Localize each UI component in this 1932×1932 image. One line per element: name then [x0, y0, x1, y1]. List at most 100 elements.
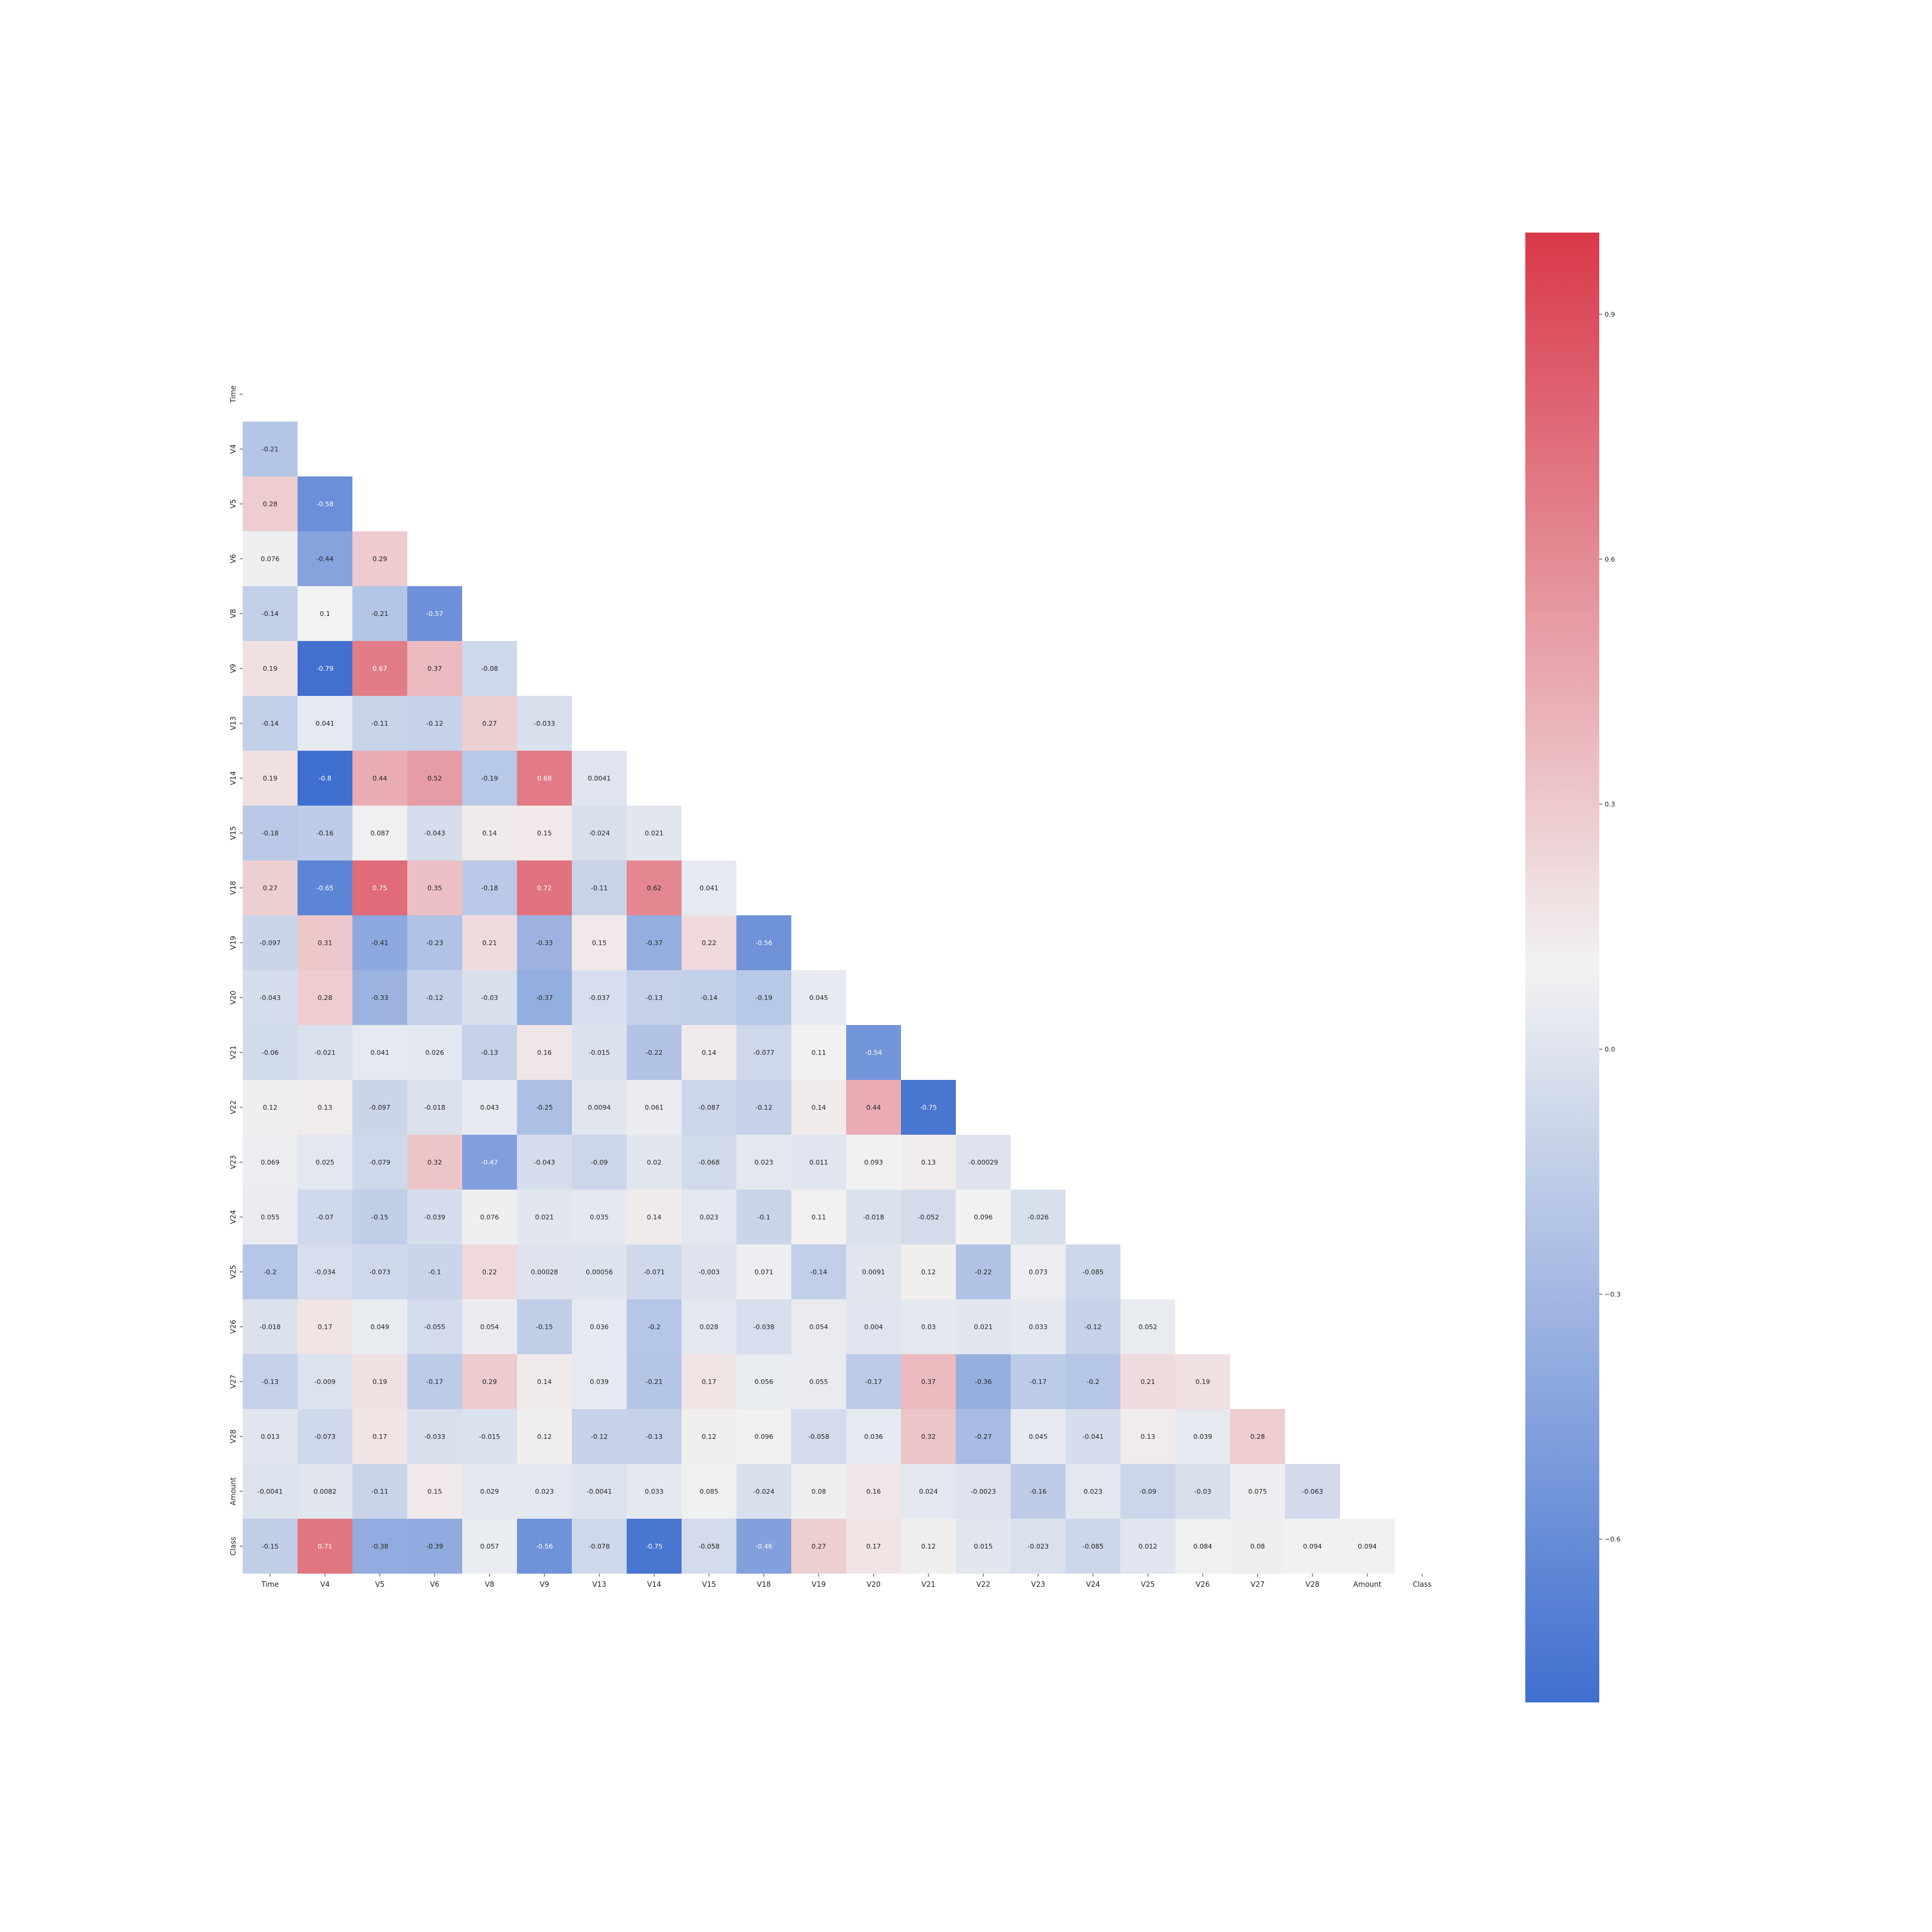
cell-value-label: 0.13 — [318, 1104, 333, 1111]
heatmap-cell — [243, 1519, 298, 1574]
cell-value-label: 0.15 — [537, 829, 552, 837]
cell-value-label: 0.055 — [809, 1378, 828, 1386]
cell-value-label: 0.049 — [370, 1323, 389, 1331]
x-tick-label: V26 — [1196, 1580, 1209, 1589]
cell-value-label: 0.035 — [590, 1213, 609, 1221]
cell-value-label: -0.13 — [646, 1433, 662, 1441]
heatmap-cell — [627, 1135, 682, 1190]
cell-value-label: -0.09 — [1140, 1488, 1156, 1496]
y-tick-label: V25 — [229, 1265, 237, 1278]
heatmap-cell — [517, 696, 572, 751]
heatmap-cell — [243, 970, 298, 1025]
cell-value-label: -0.18 — [481, 884, 498, 892]
heatmap-cell — [791, 1190, 846, 1244]
heatmap-cell — [846, 1025, 901, 1080]
heatmap-cell — [1285, 1464, 1340, 1519]
heatmap-cell — [1175, 1354, 1230, 1409]
heatmap-cell — [682, 1190, 736, 1244]
cell-value-label: -0.06 — [262, 1049, 278, 1057]
y-tick-label: V26 — [229, 1320, 237, 1333]
heatmap-cell — [517, 1244, 572, 1299]
x-tick-label: V25 — [1141, 1580, 1154, 1589]
cell-value-label: -0.033 — [534, 720, 555, 727]
heatmap-cell — [1175, 1519, 1230, 1574]
cell-value-label: -0.03 — [1194, 1488, 1211, 1496]
heatmap-cell — [901, 1354, 956, 1409]
cell-value-label: 0.0091 — [862, 1268, 886, 1276]
heatmap-cell — [352, 751, 407, 806]
y-tick-label: V20 — [229, 990, 237, 1004]
colorbar-tick-label: −0.6 — [1605, 1535, 1621, 1543]
heatmap-cell — [846, 1409, 901, 1464]
heatmap-cell — [1011, 1464, 1066, 1519]
cell-value-label: 0.039 — [590, 1378, 609, 1386]
cell-value-label: -0.077 — [753, 1049, 774, 1057]
cell-value-label: -0.015 — [479, 1433, 500, 1441]
cell-value-label: 0.024 — [919, 1488, 938, 1496]
cell-value-label: 0.28 — [1250, 1433, 1265, 1441]
heatmap-cell — [627, 1519, 682, 1574]
x-tick-label: V27 — [1250, 1580, 1264, 1589]
cell-value-label: -0.087 — [698, 1104, 719, 1111]
cell-value-label: -0.0023 — [971, 1488, 996, 1496]
heatmap-cell — [462, 860, 517, 915]
cell-value-label: 0.14 — [812, 1104, 826, 1111]
cell-value-label: 0.28 — [318, 994, 333, 1002]
x-tick-label: V14 — [647, 1580, 661, 1589]
cell-value-label: -0.54 — [865, 1049, 882, 1057]
heatmap-cell — [517, 1519, 572, 1574]
cell-value-label: -0.13 — [646, 994, 662, 1002]
cell-value-label: -0.043 — [534, 1159, 555, 1166]
heatmap-cell — [572, 751, 627, 806]
cell-value-label: -0.015 — [589, 1049, 609, 1057]
y-tick-label: V6 — [229, 554, 237, 564]
cell-value-label: -0.1 — [757, 1213, 770, 1221]
heatmap-cell — [298, 1519, 352, 1574]
heatmap-cell — [352, 1354, 407, 1409]
heatmap-cell — [956, 1135, 1011, 1190]
cell-value-label: 0.08 — [812, 1488, 826, 1496]
heatmap-cell — [572, 1409, 627, 1464]
heatmap-cell — [627, 1299, 682, 1354]
cell-value-label: 0.12 — [537, 1433, 552, 1441]
cell-value-label: 0.055 — [261, 1213, 280, 1221]
heatmap-cell — [407, 860, 462, 915]
colorbar-gradient — [1525, 233, 1599, 1702]
heatmap-cell — [846, 1519, 901, 1574]
heatmap-cell — [352, 1190, 407, 1244]
cell-value-label: 0.087 — [370, 829, 389, 837]
cell-value-label: -0.039 — [424, 1213, 445, 1221]
heatmap-cell — [243, 751, 298, 806]
x-tick-label: V13 — [592, 1580, 606, 1589]
heatmap-cell — [298, 1025, 352, 1080]
heatmap-cell — [682, 1080, 736, 1135]
cell-value-label: 0.026 — [425, 1049, 444, 1057]
cell-value-label: 0.028 — [699, 1323, 719, 1331]
heatmap-cell — [352, 806, 407, 860]
cell-value-label: -0.003 — [698, 1268, 719, 1276]
cell-value-label: 0.075 — [1248, 1488, 1267, 1496]
heatmap-cell — [791, 970, 846, 1025]
cell-value-label: -0.79 — [317, 665, 333, 673]
cell-value-label: 0.17 — [318, 1323, 333, 1331]
heatmap-cell — [352, 1519, 407, 1574]
cell-value-label: -0.0041 — [258, 1488, 283, 1496]
cell-value-label: 0.16 — [866, 1488, 881, 1496]
heatmap-cell — [243, 476, 298, 531]
cell-value-label: -0.11 — [371, 1488, 388, 1496]
heatmap-cell — [352, 915, 407, 970]
cell-value-label: 0.015 — [974, 1543, 993, 1550]
heatmap-cell — [243, 422, 298, 476]
heatmap-cell — [243, 696, 298, 751]
cell-value-label: -0.034 — [314, 1268, 335, 1276]
heatmap-cell — [407, 1135, 462, 1190]
cell-value-label: -0.75 — [646, 1543, 662, 1550]
cell-value-label: -0.0041 — [587, 1488, 612, 1496]
y-tick-label: V22 — [229, 1100, 237, 1114]
y-tick-label: V8 — [229, 609, 237, 618]
y-tick-label: V18 — [229, 881, 237, 894]
heatmap-cell — [462, 1464, 517, 1519]
heatmap-cell — [352, 1409, 407, 1464]
x-tick-label: V4 — [320, 1580, 330, 1589]
heatmap-cell — [736, 1519, 791, 1574]
